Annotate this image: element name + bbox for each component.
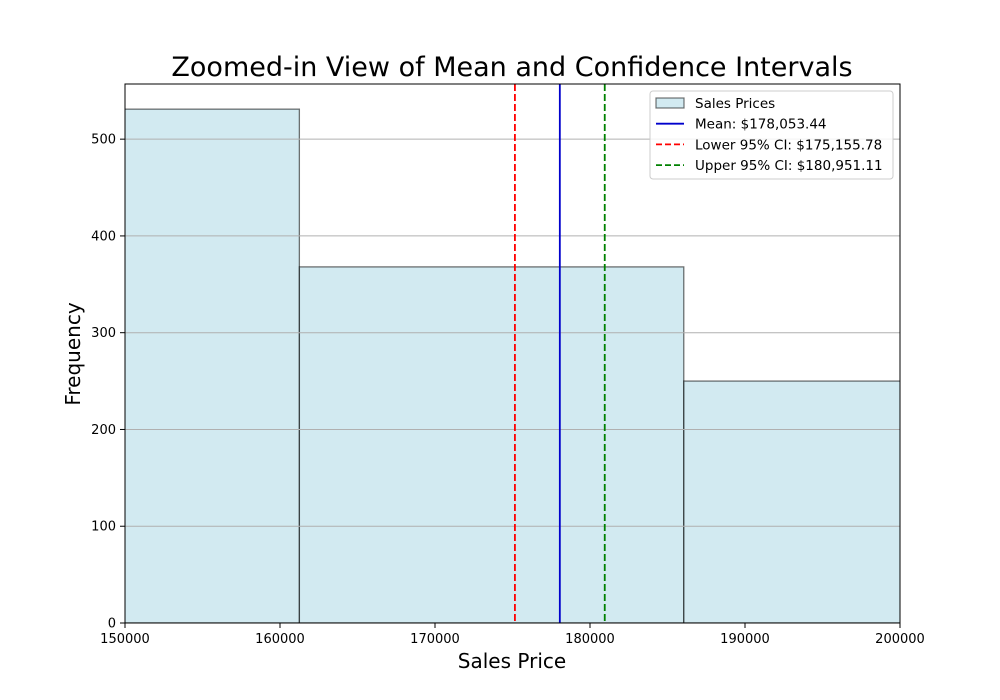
histogram-bar — [125, 108, 301, 623]
y-tick-label: 300 — [91, 326, 116, 341]
y-axis-label: Frequency — [61, 302, 85, 405]
y-tick-label: 400 — [91, 229, 116, 244]
legend-label: Upper 95% CI: $180,951.11 — [695, 158, 883, 174]
plot-content — [125, 84, 900, 623]
plot-frame — [124, 83, 901, 624]
legend-swatch-sales-prices — [655, 97, 685, 109]
legend-box — [649, 90, 894, 180]
y-tick-label: 500 — [91, 133, 116, 148]
plot-area: 150000 160000 170000 180000 190000 200000 0 100… — [91, 83, 925, 647]
legend-label: Sales Prices — [695, 96, 775, 112]
legend-label: Mean: $178,053.44 — [695, 117, 827, 133]
x-tick-label: 170000 — [410, 632, 460, 647]
x-tick-label: 200000 — [875, 632, 925, 647]
legend: Sales Prices Mean: $178,053.44 Lower 95% C… — [649, 90, 894, 180]
x-tick-label: 190000 — [720, 632, 770, 647]
histogram-bar — [298, 266, 685, 623]
y-tick-label: 200 — [91, 423, 116, 438]
legend-label: Lower 95% CI: $175,155.78 — [695, 137, 882, 153]
x-tick-label: 160000 — [255, 632, 305, 647]
x-axis-label: Sales Price — [458, 649, 566, 673]
x-tick-label: 180000 — [565, 632, 615, 647]
y-tick-label: 100 — [91, 520, 116, 535]
y-tick-label: 0 — [108, 617, 116, 632]
histogram-bar — [683, 380, 900, 623]
x-tick-label: 150000 — [100, 632, 150, 647]
chart-title: Zoomed-in View of Mean and Confidence In… — [171, 52, 852, 83]
